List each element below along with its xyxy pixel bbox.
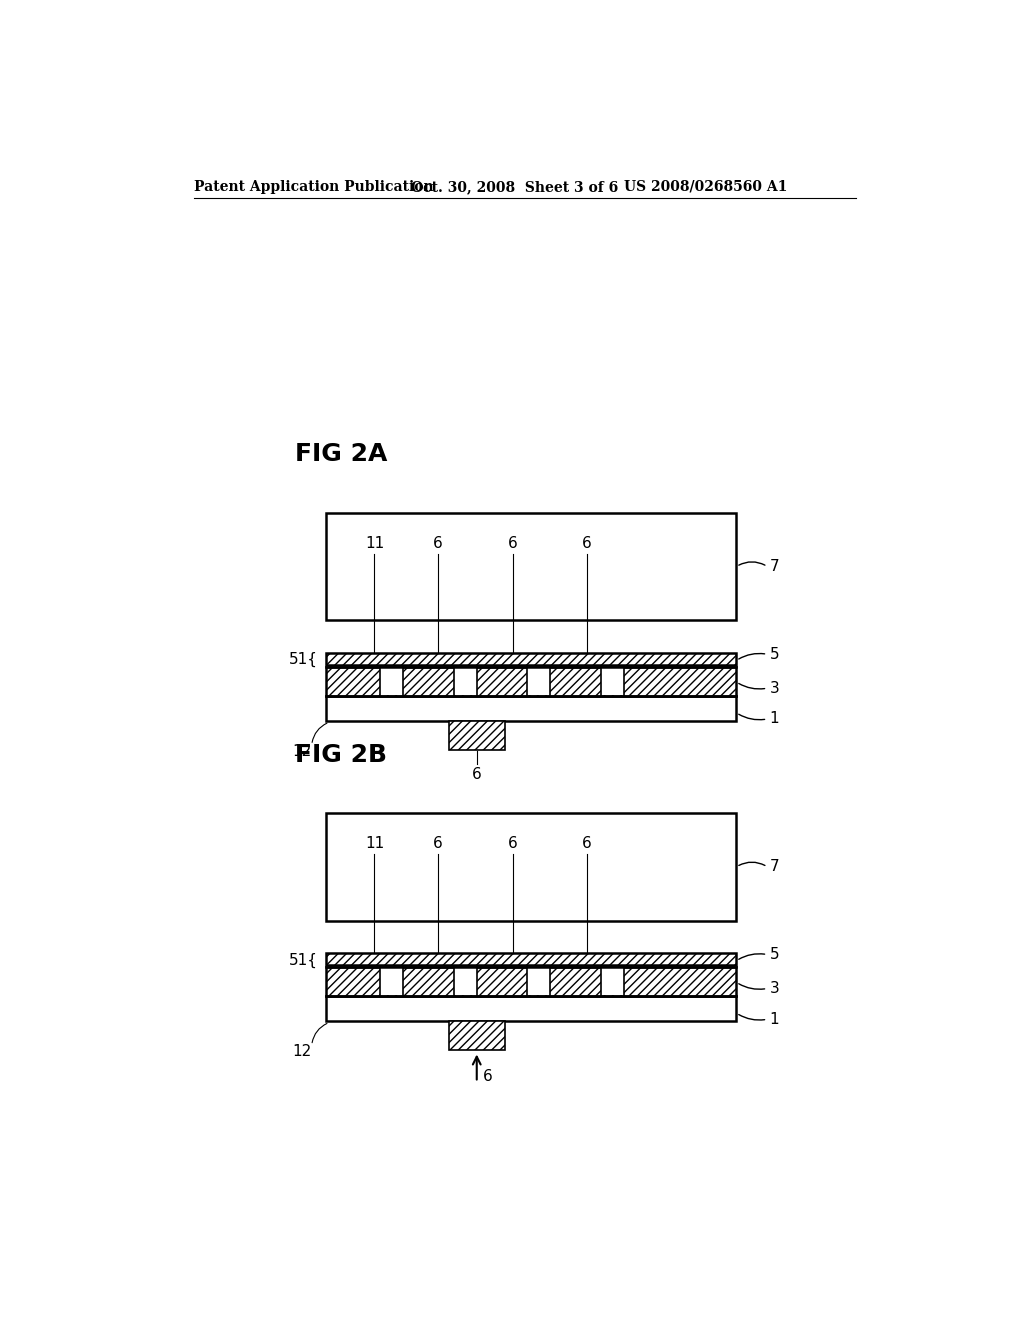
Text: Oct. 30, 2008  Sheet 3 of 6: Oct. 30, 2008 Sheet 3 of 6 — [411, 180, 618, 194]
Bar — [326, 512, 736, 620]
Bar — [326, 966, 736, 997]
Bar — [527, 668, 550, 696]
Bar — [326, 997, 736, 1020]
Text: 6: 6 — [582, 536, 592, 552]
Text: 12: 12 — [293, 1044, 312, 1059]
Bar — [449, 721, 505, 750]
Bar — [326, 813, 736, 921]
Text: 6: 6 — [433, 837, 442, 851]
Text: 7: 7 — [770, 558, 779, 574]
Text: 3: 3 — [770, 981, 779, 997]
Text: 3: 3 — [770, 681, 779, 696]
Bar — [326, 696, 736, 721]
Text: 11: 11 — [365, 536, 384, 552]
Text: 6: 6 — [483, 1069, 493, 1084]
Text: 5: 5 — [770, 647, 779, 661]
Text: 7: 7 — [770, 859, 779, 874]
Bar — [326, 953, 736, 965]
Text: 6: 6 — [508, 837, 518, 851]
Bar — [380, 668, 403, 696]
Text: 6: 6 — [508, 536, 518, 552]
Bar — [527, 968, 550, 995]
Bar — [601, 668, 624, 696]
Bar — [326, 653, 736, 665]
Text: FIG 2B: FIG 2B — [295, 743, 387, 767]
Bar — [454, 968, 477, 995]
Text: 11: 11 — [365, 837, 384, 851]
Text: 6: 6 — [582, 837, 592, 851]
Text: 6: 6 — [472, 767, 481, 781]
Text: 6: 6 — [433, 536, 442, 552]
Text: 5: 5 — [770, 946, 779, 962]
Bar — [601, 968, 624, 995]
Text: 1: 1 — [770, 711, 779, 726]
Bar — [380, 968, 403, 995]
Bar — [454, 668, 477, 696]
Text: 1: 1 — [770, 1011, 779, 1027]
Text: FIG 2A: FIG 2A — [295, 442, 387, 466]
Text: US 2008/0268560 A1: US 2008/0268560 A1 — [624, 180, 787, 194]
Text: 51{: 51{ — [289, 652, 317, 668]
Text: Patent Application Publication: Patent Application Publication — [194, 180, 433, 194]
Bar — [449, 1020, 505, 1051]
Text: 51{: 51{ — [289, 952, 317, 968]
Bar — [326, 667, 736, 696]
Text: 12: 12 — [293, 743, 312, 759]
